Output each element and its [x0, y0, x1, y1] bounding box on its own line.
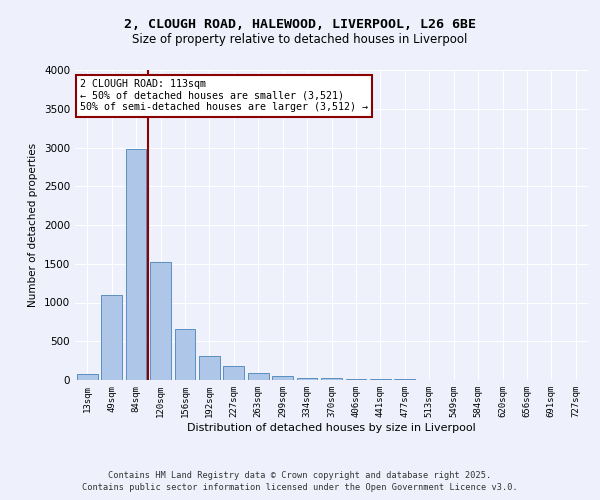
- Bar: [321, 378, 342, 380]
- X-axis label: Distribution of detached houses by size in Liverpool: Distribution of detached houses by size …: [187, 422, 476, 432]
- Text: 2, CLOUGH ROAD, HALEWOOD, LIVERPOOL, L26 6BE: 2, CLOUGH ROAD, HALEWOOD, LIVERPOOL, L26…: [124, 18, 476, 30]
- Text: Size of property relative to detached houses in Liverpool: Size of property relative to detached ho…: [133, 32, 467, 46]
- Bar: [248, 373, 269, 380]
- Bar: [296, 378, 317, 380]
- Bar: [175, 329, 196, 380]
- Bar: [346, 379, 367, 380]
- Bar: [77, 374, 98, 380]
- Y-axis label: Number of detached properties: Number of detached properties: [28, 143, 38, 307]
- Bar: [125, 149, 146, 380]
- Bar: [272, 376, 293, 380]
- Bar: [370, 379, 391, 380]
- Text: Contains HM Land Registry data © Crown copyright and database right 2025.
Contai: Contains HM Land Registry data © Crown c…: [82, 471, 518, 492]
- Bar: [101, 294, 122, 380]
- Bar: [223, 366, 244, 380]
- Bar: [150, 262, 171, 380]
- Bar: [199, 356, 220, 380]
- Text: 2 CLOUGH ROAD: 113sqm
← 50% of detached houses are smaller (3,521)
50% of semi-d: 2 CLOUGH ROAD: 113sqm ← 50% of detached …: [80, 80, 368, 112]
